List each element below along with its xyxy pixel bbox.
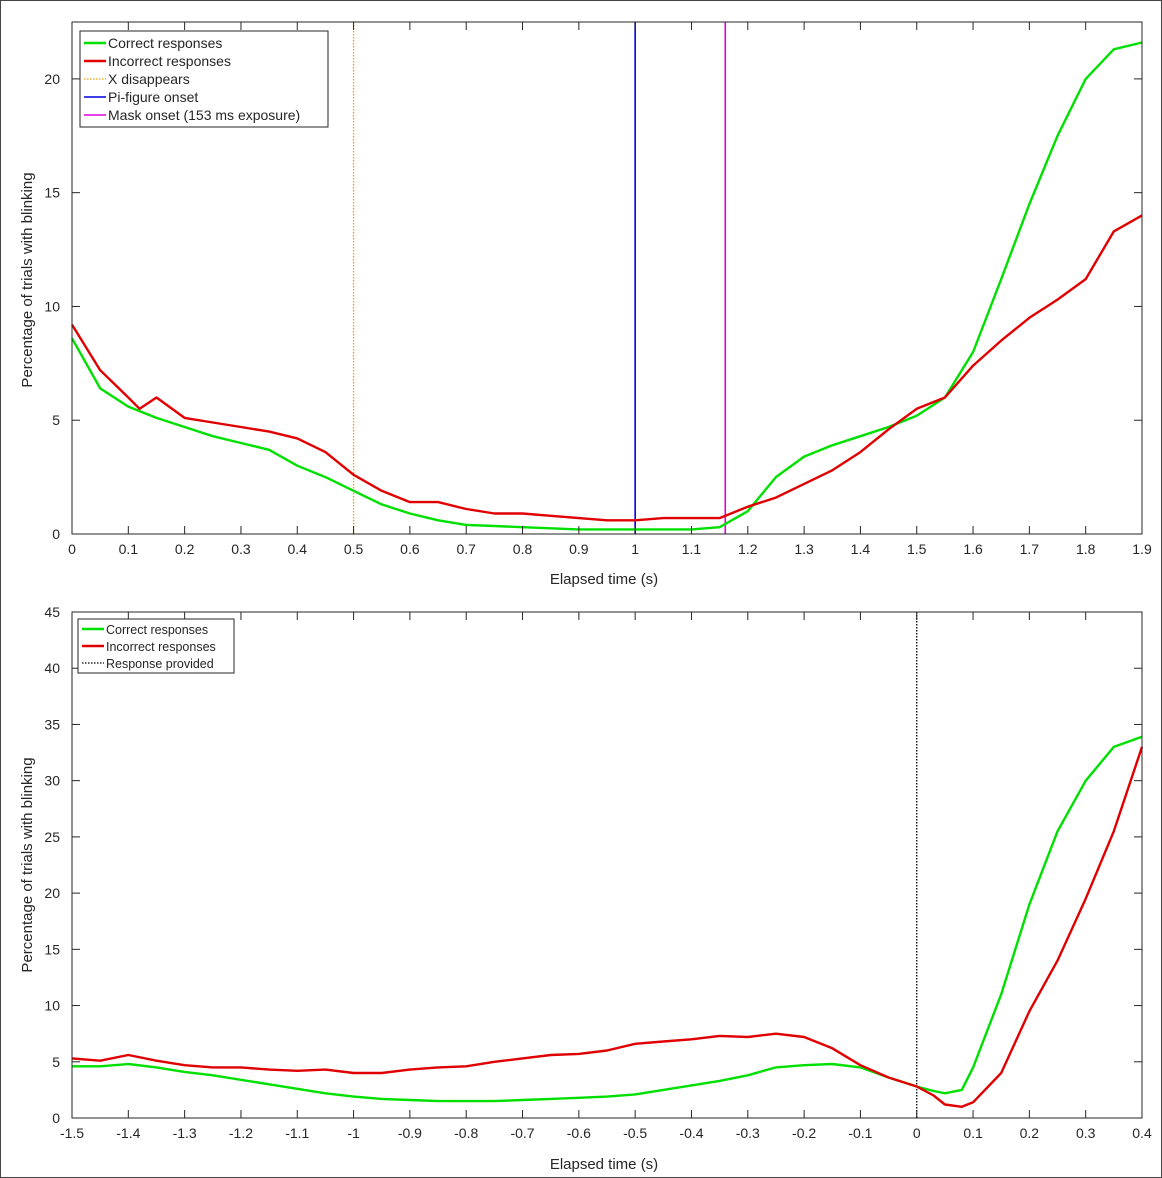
top-x-tick-label: 0.4 xyxy=(288,541,308,557)
top-y-tick-label: 20 xyxy=(44,71,60,87)
top-y-tick-label: 10 xyxy=(44,298,60,314)
bottom-x-tick-label: -1 xyxy=(347,1125,360,1141)
bottom-x-tick-label: -0.7 xyxy=(510,1125,534,1141)
top-x-tick-label: 1.3 xyxy=(794,541,814,557)
bottom-y-tick-label: 0 xyxy=(52,1110,60,1126)
bottom-x-tick-label: -1.5 xyxy=(60,1125,84,1141)
top-y-tick-label: 5 xyxy=(52,412,60,428)
svg-text:Correct responses: Correct responses xyxy=(108,35,222,51)
bottom-legend: Correct responses Incorrect responses Re… xyxy=(77,618,235,674)
bottom-y-tick-label: 25 xyxy=(44,829,60,845)
top-series-incorrect-responses xyxy=(70,214,1143,522)
top-legend-item-pi-figure: Pi-figure onset xyxy=(84,89,198,105)
top-plot-area xyxy=(71,21,1143,535)
bottom-x-axis-label: Elapsed time (s) xyxy=(550,1156,658,1173)
top-y-tick-label: 15 xyxy=(44,185,60,201)
top-legend-item-correct: Correct responses xyxy=(84,35,222,51)
top-y-tick-label: 0 xyxy=(52,526,60,542)
top-x-tick-label: 0.2 xyxy=(175,541,195,557)
bottom-legend-item-incorrect: Incorrect responses xyxy=(82,640,216,654)
top-x-tick-label: 1.9 xyxy=(1132,541,1152,557)
bottom-legend-item-correct: Correct responses xyxy=(82,623,208,637)
top-x-tick-label: 1 xyxy=(631,541,639,557)
bottom-x-tick-label: -1.2 xyxy=(229,1125,253,1141)
bottom-legend-item-response: Response provided xyxy=(82,657,214,671)
bottom-x-tick-label: -0.3 xyxy=(736,1125,760,1141)
bottom-x-tick-label: -0.1 xyxy=(848,1125,872,1141)
svg-text:Incorrect responses: Incorrect responses xyxy=(108,53,231,69)
bottom-x-tick-label: -0.9 xyxy=(398,1125,422,1141)
bottom-x-tick-label: 0.2 xyxy=(1020,1125,1040,1141)
bottom-x-tick-label: 0 xyxy=(913,1125,921,1141)
bottom-plot-area xyxy=(71,611,1143,1119)
bottom-x-tick-label: 0.1 xyxy=(963,1125,983,1141)
bottom-x-tick-label: -0.5 xyxy=(623,1125,647,1141)
top-x-tick-label: 0.8 xyxy=(513,541,533,557)
bottom-y-tick-label: 45 xyxy=(44,604,60,620)
top-x-tick-label: 1.8 xyxy=(1076,541,1096,557)
top-x-tick-label: 0.9 xyxy=(569,541,589,557)
top-x-tick-label: 1.4 xyxy=(851,541,871,557)
top-x-tick-label: 1.2 xyxy=(738,541,758,557)
svg-text:Correct responses: Correct responses xyxy=(106,623,208,637)
top-legend-item-mask: Mask onset (153 ms exposure) xyxy=(84,107,300,123)
bottom-y-tick-label: 20 xyxy=(44,885,60,901)
svg-text:Incorrect responses: Incorrect responses xyxy=(106,640,216,654)
bottom-x-tick-label: -1.1 xyxy=(285,1125,309,1141)
svg-text:Response provided: Response provided xyxy=(106,657,214,671)
svg-text:Pi-figure onset: Pi-figure onset xyxy=(108,89,198,105)
bottom-y-axis-label: Percentage of trials with blinking xyxy=(19,757,36,972)
svg-text:Mask onset (153 ms exposure): Mask onset (153 ms exposure) xyxy=(108,107,300,123)
bottom-x-tick-label: -1.4 xyxy=(116,1125,140,1141)
bottom-series-incorrect-responses xyxy=(71,746,1144,1109)
top-legend-item-incorrect: Incorrect responses xyxy=(84,53,231,69)
top-x-tick-label: 0.6 xyxy=(400,541,420,557)
bottom-y-tick-label: 40 xyxy=(44,660,60,676)
bottom-x-tick-label: -0.4 xyxy=(679,1125,703,1141)
bottom-series-correct-responses xyxy=(72,735,1143,1103)
bottom-x-tick-label: -0.6 xyxy=(567,1125,591,1141)
bottom-y-tick-label: 30 xyxy=(44,773,60,789)
bottom-y-tick-label: 15 xyxy=(44,941,60,957)
top-x-tick-label: 1.1 xyxy=(682,541,702,557)
bottom-y-tick-label: 35 xyxy=(44,716,60,732)
bottom-x-tick-label: -1.3 xyxy=(173,1125,197,1141)
top-legend-box xyxy=(79,30,329,128)
top-x-tick-label: 0.5 xyxy=(344,541,364,557)
top-x-tick-label: 1.7 xyxy=(1020,541,1040,557)
top-legend-item-x-disappears: X disappears xyxy=(84,71,190,87)
top-x-tick-label: 0.7 xyxy=(456,541,476,557)
top-series-correct-responses xyxy=(70,41,1143,531)
top-x-tick-label: 0 xyxy=(68,541,76,557)
svg-text:X disappears: X disappears xyxy=(108,71,190,87)
top-x-tick-label: 0.3 xyxy=(231,541,251,557)
top-chart: 0 0.1 0.2 0.3 0.4 0.5 0.6 0.7 0.8 0.9 1 1.1 1.2 1.3 1.… xyxy=(19,21,1152,588)
bottom-x-tick-label: 0.4 xyxy=(1132,1125,1152,1141)
top-x-tick-label: 0.1 xyxy=(119,541,139,557)
top-x-tick-label: 1.6 xyxy=(963,541,983,557)
top-legend: Correct responses Incorrect responses X … xyxy=(79,30,329,128)
bottom-y-tick-label: 10 xyxy=(44,998,60,1014)
bottom-y-tick-label: 5 xyxy=(52,1054,60,1070)
bottom-x-tick-label: -0.8 xyxy=(454,1125,478,1141)
top-x-tick-label: 1.5 xyxy=(907,541,927,557)
bottom-chart: -1.5 -1.4 -1.3 -1.2 -1.1 -1 -0.9 -0.8 -0.7 -0.6 -0… xyxy=(19,604,1152,1173)
bottom-x-tick-label: 0.3 xyxy=(1076,1125,1096,1141)
top-x-axis-label: Elapsed time (s) xyxy=(550,571,658,588)
top-y-axis-label: Percentage of trials with blinking xyxy=(19,172,36,387)
bottom-x-tick-label: -0.2 xyxy=(792,1125,816,1141)
